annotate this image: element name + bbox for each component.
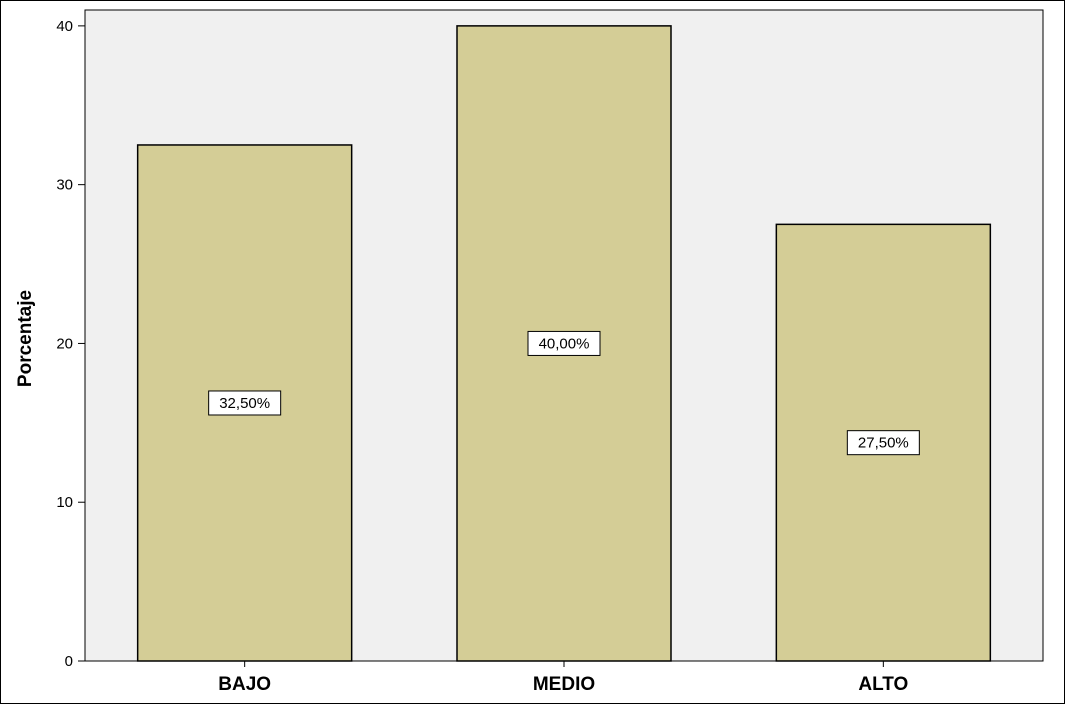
data-label-box: [846, 430, 920, 456]
y-tick-label: 40: [56, 18, 73, 35]
data-label-box: [527, 330, 601, 356]
x-axis: BAJO MEDIO ALTO: [85, 660, 1043, 695]
y-axis-title: Porcentaje: [15, 290, 36, 387]
x-tick-label: BAJO: [218, 674, 271, 695]
data-label-box: [208, 390, 282, 416]
x-tick-label: MEDIO: [533, 674, 595, 695]
data-labels-group: 32,50% 40,00% 27,50%: [208, 330, 920, 456]
data-label: 27,50%: [858, 435, 909, 452]
data-label: 40,00%: [539, 335, 590, 352]
y-tick-label: 0: [65, 653, 73, 670]
y-tick-label: 30: [56, 177, 73, 194]
y-axis: 0 10 20 30 40: [56, 10, 86, 670]
y-tick-label: 10: [56, 494, 73, 511]
bars-group: [136, 25, 992, 662]
data-label: 32,50%: [219, 395, 270, 412]
y-tick-label: 20: [56, 335, 73, 352]
x-tick-label: ALTO: [858, 674, 908, 695]
